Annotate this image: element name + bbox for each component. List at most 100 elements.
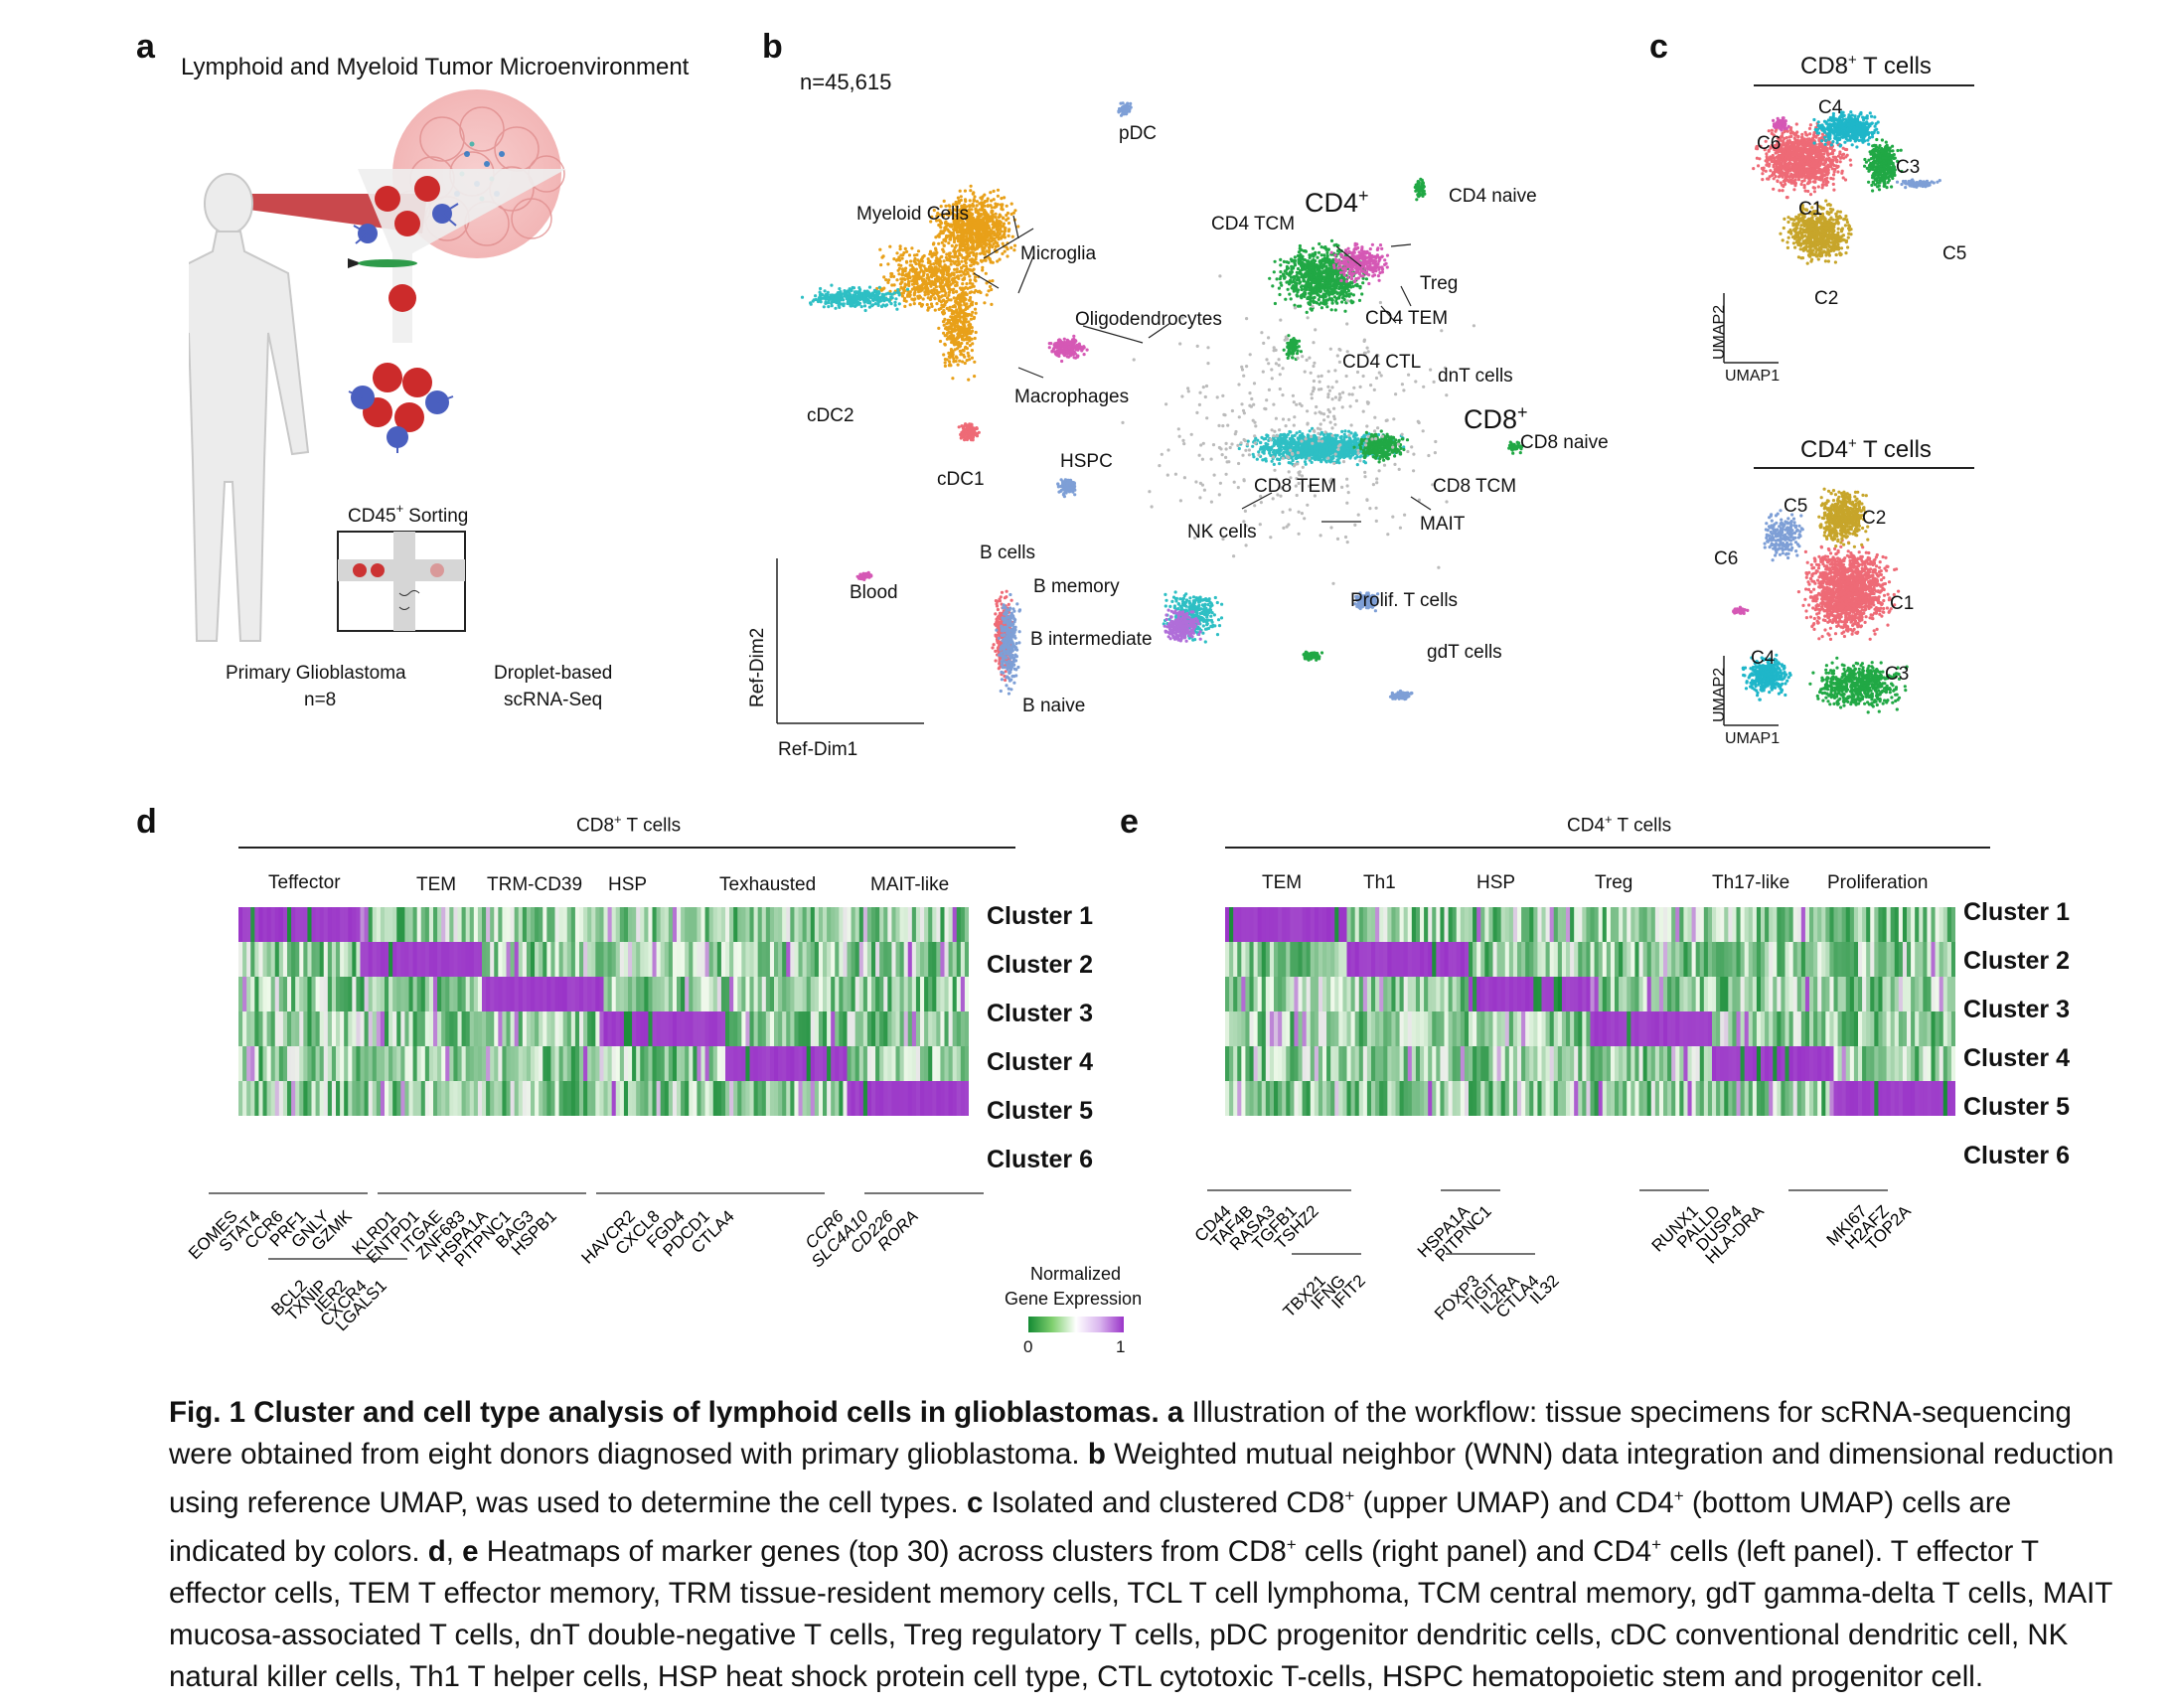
cd8-heatmap-cell: [879, 1081, 884, 1116]
cd4-heatmap-cell: [1460, 907, 1466, 942]
cd4-heatmap-cell: [1334, 942, 1339, 977]
cd8-heatmap-cell: [558, 942, 564, 977]
cd8-heatmap-cell: [570, 1081, 576, 1116]
cd8-heatmap-cell: [672, 907, 678, 942]
cd4-heatmap-cell: [1512, 1046, 1518, 1081]
cd4-heatmap-cell: [1358, 1081, 1364, 1116]
cd8-heatmap-cell: [782, 1046, 787, 1081]
label-cd8-naive: CD8 naive: [1520, 432, 1609, 453]
cd4-heatmap-cell: [1623, 977, 1628, 1011]
cd8-heatmap-cell: [652, 1011, 658, 1046]
cd4-heatmap-cell: [1602, 977, 1608, 1011]
cd4-heatmap-cell: [1366, 977, 1372, 1011]
cd4-heatmap-cell: [1732, 1011, 1738, 1046]
cd4-heatmap-cell: [1549, 977, 1555, 1011]
cd4-heatmap-cell: [1415, 1081, 1421, 1116]
cd8-heatmap-cell: [270, 1081, 276, 1116]
cd8-heatmap-cell: [843, 977, 849, 1011]
cd4-heatmap-cell: [1720, 1081, 1725, 1116]
cd8-heatmap-cell: [295, 942, 300, 977]
cd4-heatmap-cell: [1716, 1081, 1721, 1116]
cd8-heatmap-cell: [352, 942, 358, 977]
cd4-heatmap-cell: [1420, 1046, 1425, 1081]
cd8-heatmap-cell: [453, 1011, 459, 1046]
b-cells-cloud-2: [995, 592, 1022, 696]
cd8-heatmap-cell: [356, 1046, 362, 1081]
cd8-gene-labels: EOMESSTAT4CCR6PRF1GNLYGZMKKLRD1ENTPD1ITG…: [185, 1192, 984, 1334]
cd4-heatmap-cell: [1642, 1081, 1648, 1116]
cd4-heatmap-cell: [1882, 1046, 1888, 1081]
cd8-heatmap-cell: [465, 907, 471, 942]
cd8-heatmap-cell: [814, 977, 820, 1011]
cd8-heatmap-cell: [307, 907, 313, 942]
cd4-heatmap-cell: [1761, 1081, 1766, 1116]
cd8-heatmap-cell: [907, 942, 913, 977]
cd8-heatmap-cell: [847, 942, 853, 977]
cd4-heatmap-cell: [1310, 942, 1316, 977]
cd8-heatmap-cell: [745, 1081, 751, 1116]
cd8-heatmap-cell: [428, 942, 434, 977]
cd8-heatmap-cell: [660, 1011, 666, 1046]
cd8-heatmap-cell: [477, 1046, 483, 1081]
cd8-heatmap-cell: [761, 907, 767, 942]
cd8-heatmap-cell: [246, 942, 251, 977]
cd8-heatmap-cell: [574, 977, 580, 1011]
cd4-heatmap-cell: [1354, 942, 1360, 977]
cd4-heatmap-cell: [1890, 1011, 1896, 1046]
label-cd8: CD8+: [1464, 402, 1528, 434]
cd4-heatmap-cell: [1927, 977, 1933, 1011]
cd8-heatmap-cell: [628, 907, 633, 942]
cd8-heatmap-cell: [887, 1081, 893, 1116]
cd8-heatmap-cell: [424, 1011, 430, 1046]
cd8-heatmap-cell: [550, 1046, 556, 1081]
cd8-heatmap-cell: [636, 977, 641, 1011]
cd8-heatmap-cell: [433, 1046, 438, 1081]
cd8-heatmap-cell: [518, 942, 524, 977]
cd4-heatmap-cell: [1282, 1011, 1287, 1046]
cd4-heatmap-cell: [1549, 1011, 1555, 1046]
cd8-heatmap-cell: [956, 977, 962, 1011]
cd4-heatmap-cell: [1898, 942, 1904, 977]
cd4-heatmap-cell: [1809, 942, 1814, 977]
cd8-heatmap-cell: [944, 977, 950, 1011]
cd8-row-cluster-2: Cluster 2: [987, 951, 1093, 979]
cd8-heatmap-cell: [291, 977, 296, 1011]
cd4-heatmap-cell: [1334, 1046, 1339, 1081]
cd4-heatmap-cell: [1334, 907, 1339, 942]
cd8-heatmap-cell: [437, 907, 442, 942]
cd4-heatmap-cell: [1424, 1046, 1429, 1081]
cd8-heatmap-cell: [546, 1011, 552, 1046]
cd4-heatmap-cell: [1931, 1081, 1937, 1116]
cd4-heatmap-cell: [1695, 1011, 1701, 1046]
cd4-heatmap-cell: [1512, 907, 1518, 942]
cd4-heatmap-cell: [1473, 1046, 1477, 1081]
cd4-heatmap-cell: [1517, 942, 1522, 977]
cd4-heatmap-cell: [1578, 1046, 1583, 1081]
cd4-heatmap-cell: [1233, 1046, 1238, 1081]
cd8-heatmap-cell: [802, 1081, 808, 1116]
cd4-heatmap-cell: [1946, 907, 1952, 942]
cd8-heatmap-cell: [274, 907, 280, 942]
cd8-heatmap-cell: [603, 942, 609, 977]
cd4-heatmap-cell: [1638, 1011, 1644, 1046]
cd8-heatmap-cell: [964, 1081, 969, 1116]
cd8-heatmap-cell: [531, 907, 536, 942]
cd4-heatmap-cell: [1923, 977, 1929, 1011]
cd8-heatmap-cell: [660, 907, 666, 942]
cd4-heatmap-cell: [1765, 1081, 1770, 1116]
cd8-heatmap-cell: [270, 977, 276, 1011]
cd4-heatmap-cell: [1269, 942, 1275, 977]
cd4-heatmap-cell: [1366, 1046, 1372, 1081]
cd4-heatmap-cell: [1383, 942, 1388, 977]
cd8-heatmap-cell: [396, 977, 401, 1011]
cd4-heatmap-cell: [1907, 907, 1912, 942]
cd4-heatmap-cell: [1728, 977, 1734, 1011]
cd4-heatmap-cell: [1946, 1081, 1952, 1116]
cd4-heatmap-cell: [1399, 907, 1405, 942]
cd4-heatmap-cell: [1521, 977, 1526, 1011]
cd4-heatmap-cell: [1646, 977, 1652, 1011]
cd8-heatmap-cell: [522, 907, 528, 942]
cd4-heatmap-cell: [1598, 1046, 1604, 1081]
cd4-heatmap-cell: [1480, 907, 1485, 942]
cd4-heatmap-cell: [1675, 942, 1680, 977]
